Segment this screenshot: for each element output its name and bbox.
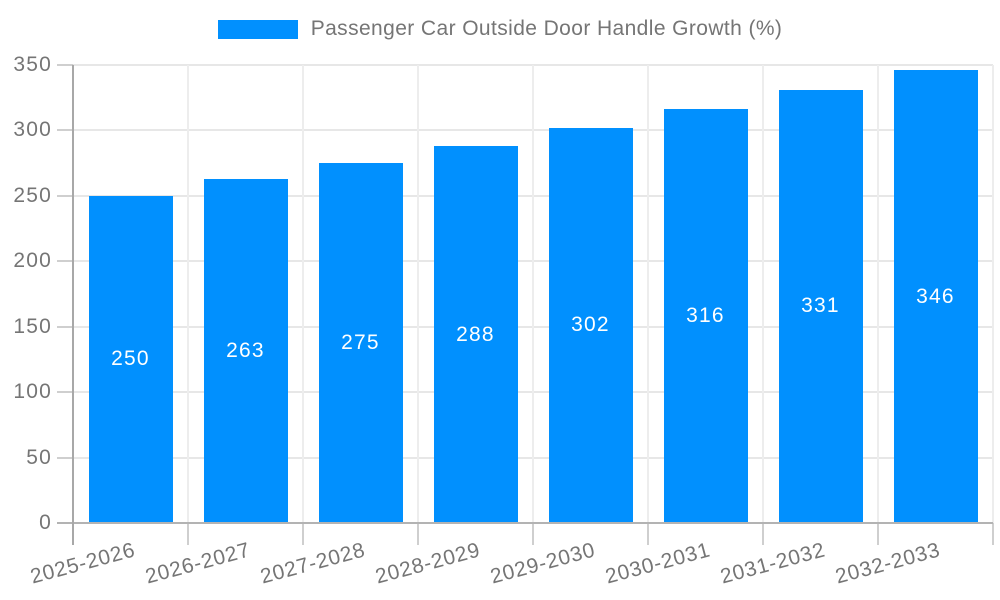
y-axis-tick [57, 129, 73, 132]
x-axis-label: 2031-2032 [717, 538, 828, 589]
y-axis-label: 250 [13, 183, 52, 207]
bar[interactable] [778, 89, 863, 523]
x-axis-label: 2032-2033 [832, 538, 943, 589]
bar-value-label: 275 [341, 331, 380, 355]
x-axis-label: 2026-2027 [142, 538, 253, 589]
y-axis-label: 350 [13, 53, 52, 76]
bar[interactable] [433, 146, 518, 523]
y-axis-tick [57, 325, 73, 328]
v-gridline [992, 65, 994, 523]
x-axis-label: 2027-2028 [257, 538, 368, 589]
bar[interactable] [663, 109, 748, 523]
bar-value-label: 331 [801, 294, 840, 318]
bar-value-label: 288 [456, 322, 495, 346]
v-gridline [187, 65, 189, 523]
x-axis-tick [302, 523, 304, 545]
y-axis-line [72, 65, 74, 545]
y-axis-label: 100 [13, 380, 52, 404]
chart-legend[interactable]: Passenger Car Outside Door Handle Growth… [0, 17, 1000, 41]
v-gridline [417, 65, 419, 523]
x-axis-line [57, 522, 993, 524]
bar-value-label: 263 [226, 338, 265, 362]
x-axis-label: 2028-2029 [372, 538, 483, 589]
x-axis-label: 2029-2030 [487, 538, 598, 589]
legend-swatch [217, 19, 298, 39]
x-axis-tick [187, 523, 189, 545]
y-axis-tick [57, 260, 73, 263]
bar-value-label: 302 [571, 313, 610, 337]
bar[interactable] [893, 70, 978, 523]
y-axis-tick [57, 391, 73, 394]
y-axis-tick [57, 64, 73, 66]
y-axis-label: 0 [39, 511, 52, 534]
y-axis-tick [57, 194, 73, 197]
v-gridline [762, 65, 764, 523]
v-gridline [532, 65, 534, 523]
bar-value-label: 346 [916, 284, 955, 308]
x-axis-tick [647, 523, 649, 545]
y-axis-label: 200 [13, 249, 52, 273]
y-axis-label: 50 [26, 445, 52, 469]
y-axis-tick [57, 456, 73, 459]
bar-value-label: 250 [111, 347, 150, 371]
y-axis-label: 300 [13, 118, 52, 142]
v-gridline [877, 65, 879, 523]
legend-label: Passenger Car Outside Door Handle Growth… [310, 17, 783, 40]
x-axis-tick [762, 523, 764, 545]
x-axis-tick [417, 523, 419, 545]
bar[interactable] [203, 178, 288, 523]
y-axis-label: 150 [13, 314, 52, 338]
x-axis-tick [992, 523, 994, 545]
x-axis-tick [877, 523, 879, 545]
bar-value-label: 316 [686, 304, 725, 328]
bar[interactable] [88, 195, 173, 523]
v-gridline [302, 65, 304, 523]
v-gridline [647, 65, 649, 523]
bar[interactable] [548, 127, 633, 523]
x-axis-label: 2030-2031 [602, 538, 713, 589]
x-axis-label: 2025-2026 [27, 538, 138, 589]
bar[interactable] [318, 163, 403, 523]
x-axis-tick [532, 523, 534, 545]
